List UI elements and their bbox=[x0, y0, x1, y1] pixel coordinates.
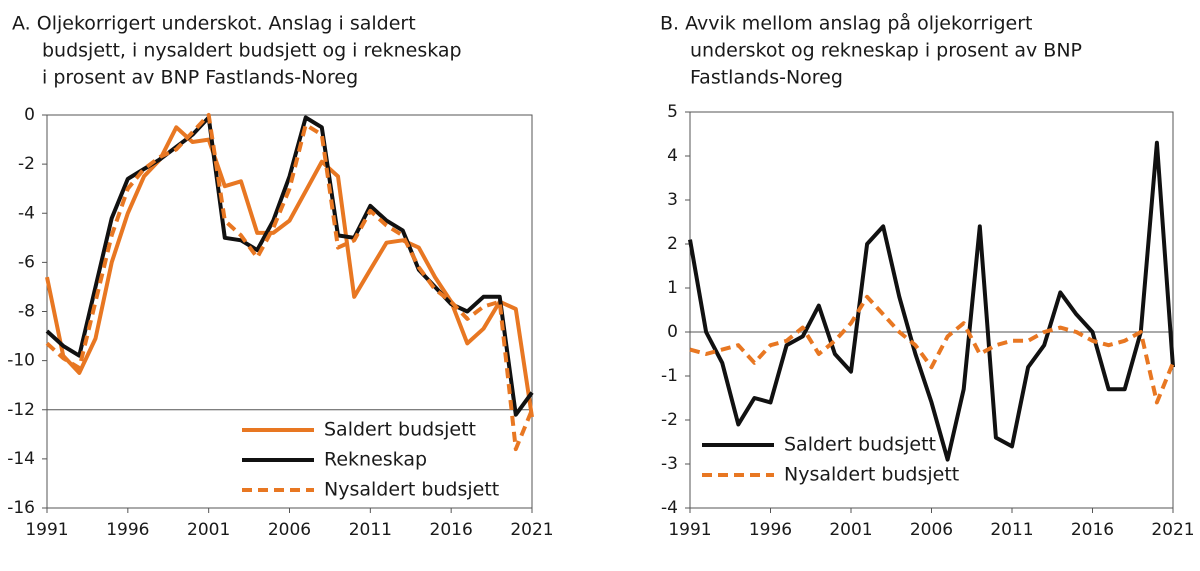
x-tick-label: 2006 bbox=[268, 520, 311, 540]
y-tick-label: -1 bbox=[661, 366, 678, 386]
chart-title: A. Oljekorrigert underskot. Anslag i sal… bbox=[12, 13, 416, 35]
chart-title: underskot og rekneskap i prosent av BNP bbox=[690, 40, 1082, 62]
x-tick-label: 2011 bbox=[990, 520, 1033, 540]
y-tick-label: 4 bbox=[667, 146, 678, 166]
y-tick-label: -2 bbox=[661, 410, 678, 430]
y-tick-label: -14 bbox=[7, 449, 35, 469]
y-tick-label: 5 bbox=[667, 102, 678, 122]
legend-label: Saldert budsjett bbox=[784, 434, 936, 456]
legend-label: Rekneskap bbox=[324, 449, 427, 471]
legend-label: Nysaldert budsjett bbox=[324, 479, 499, 501]
x-tick-label: 2016 bbox=[430, 520, 473, 540]
y-tick-label: -10 bbox=[7, 351, 35, 371]
series-line bbox=[45, 113, 534, 452]
x-tick-label: 2001 bbox=[829, 520, 872, 540]
y-tick-label: -6 bbox=[18, 252, 35, 272]
y-tick-label: 0 bbox=[24, 105, 35, 125]
series-line bbox=[689, 294, 1175, 405]
y-tick-label: -2 bbox=[18, 154, 35, 174]
x-tick-label: 2001 bbox=[187, 520, 230, 540]
x-tick-label: 2011 bbox=[349, 520, 392, 540]
y-tick-label: -12 bbox=[7, 400, 35, 420]
y-tick-label: -4 bbox=[18, 203, 35, 223]
y-tick-label: 0 bbox=[667, 322, 678, 342]
series-line bbox=[45, 115, 534, 417]
x-tick-label: 1991 bbox=[668, 520, 711, 540]
x-tick-label: 1991 bbox=[25, 520, 68, 540]
y-tick-label: 3 bbox=[667, 190, 678, 210]
x-tick-label: 2021 bbox=[1151, 520, 1194, 540]
y-tick-label: -3 bbox=[661, 454, 678, 474]
x-tick-label: 1996 bbox=[106, 520, 149, 540]
chart-title: budsjett, i nysaldert budsjett og i rekn… bbox=[42, 40, 462, 62]
chart-title: B. Avvik mellom anslag på oljekorrigert bbox=[660, 12, 1033, 35]
y-tick-label: 1 bbox=[667, 278, 678, 298]
series-line bbox=[688, 140, 1175, 462]
y-tick-label: -16 bbox=[7, 498, 35, 518]
chart-title: i prosent av BNP Fastlands-Noreg bbox=[42, 67, 358, 89]
x-tick-label: 2006 bbox=[910, 520, 953, 540]
y-tick-label: 2 bbox=[667, 234, 678, 254]
legend-label: Nysaldert budsjett bbox=[784, 464, 959, 486]
legend-label: Saldert budsjett bbox=[324, 419, 476, 441]
x-tick-label: 1996 bbox=[749, 520, 792, 540]
y-tick-label: -4 bbox=[661, 498, 678, 518]
x-tick-label: 2016 bbox=[1071, 520, 1114, 540]
chart-title: Fastlands-Noreg bbox=[690, 67, 843, 89]
x-tick-label: 2021 bbox=[510, 520, 553, 540]
y-tick-label: -8 bbox=[18, 302, 35, 322]
